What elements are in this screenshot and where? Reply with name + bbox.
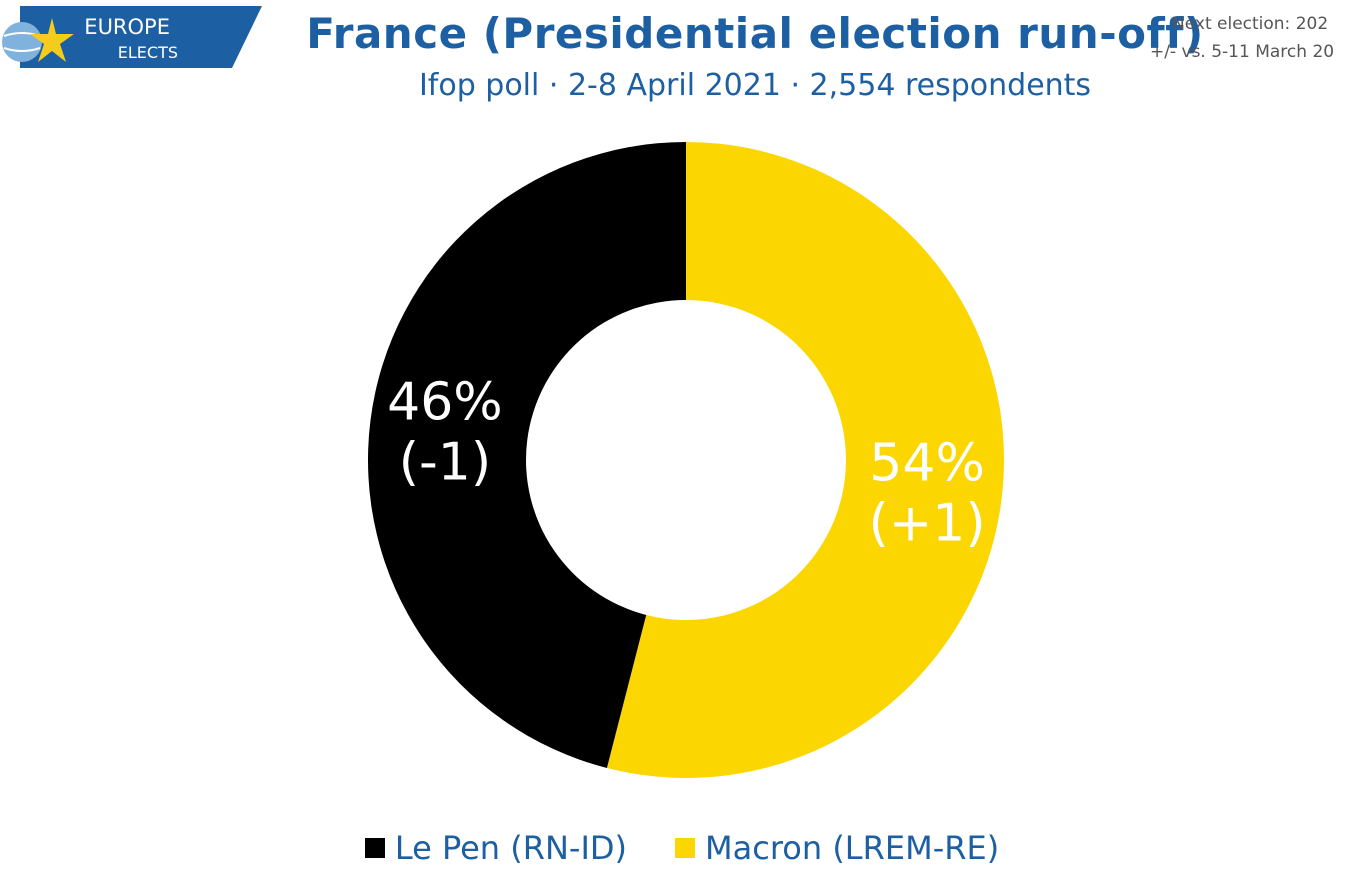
logo-text-elects: ELECTS — [118, 43, 178, 62]
election-info: Next election: 202 +/- vs. 5-11 March 20 — [1150, 10, 1364, 66]
logo-text-europe: EUROPE — [84, 15, 170, 39]
change-label-macron: (+1) — [868, 493, 985, 553]
slice-lepen — [367, 142, 686, 769]
chart-legend: Le Pen (RN-ID) Macron (LREM-RE) — [0, 822, 1364, 874]
globe-gridline — [3, 47, 41, 52]
data-label-lepen: 46% — [387, 373, 503, 433]
legend-swatch-lepen — [364, 838, 385, 858]
legend-item-macron: Macron (LREM-RE) — [675, 822, 999, 874]
change-label-lepen: (-1) — [399, 433, 491, 493]
logo-banner — [20, 6, 262, 68]
legend-item-lepen: Le Pen (RN-ID) — [364, 822, 628, 874]
slice-macron — [606, 142, 1005, 778]
chart-title: France (Presidential election run-off) — [306, 9, 1204, 58]
next-election-text: Next election: 202 — [1172, 14, 1329, 34]
globe-icon — [2, 22, 42, 62]
chart-subtitle: Ifop poll · 2-8 April 2021 · 2,554 respo… — [418, 68, 1092, 103]
star-icon — [30, 18, 74, 62]
europe-elects-logo: EUROPE ELECTS — [2, 6, 262, 68]
legend-label-lepen: Le Pen (RN-ID) — [394, 829, 628, 867]
comparison-text: +/- vs. 5-11 March 20 — [1150, 42, 1335, 62]
legend-label-macron: Macron (LREM-RE) — [705, 829, 1000, 867]
data-label-macron: 54% — [869, 433, 985, 493]
legend-swatch-macron — [675, 838, 696, 858]
